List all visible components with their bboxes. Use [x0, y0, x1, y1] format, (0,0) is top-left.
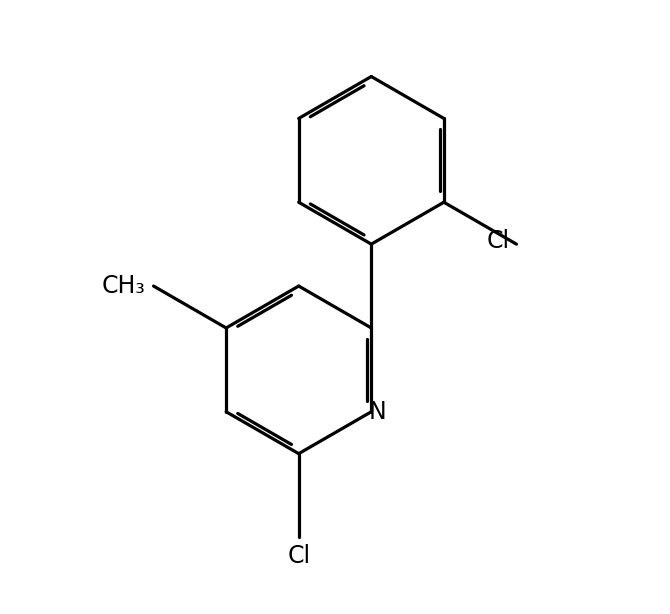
Text: Cl: Cl [486, 229, 510, 253]
Text: CH₃: CH₃ [102, 274, 145, 298]
Text: Cl: Cl [287, 544, 310, 568]
Text: N: N [369, 400, 387, 424]
